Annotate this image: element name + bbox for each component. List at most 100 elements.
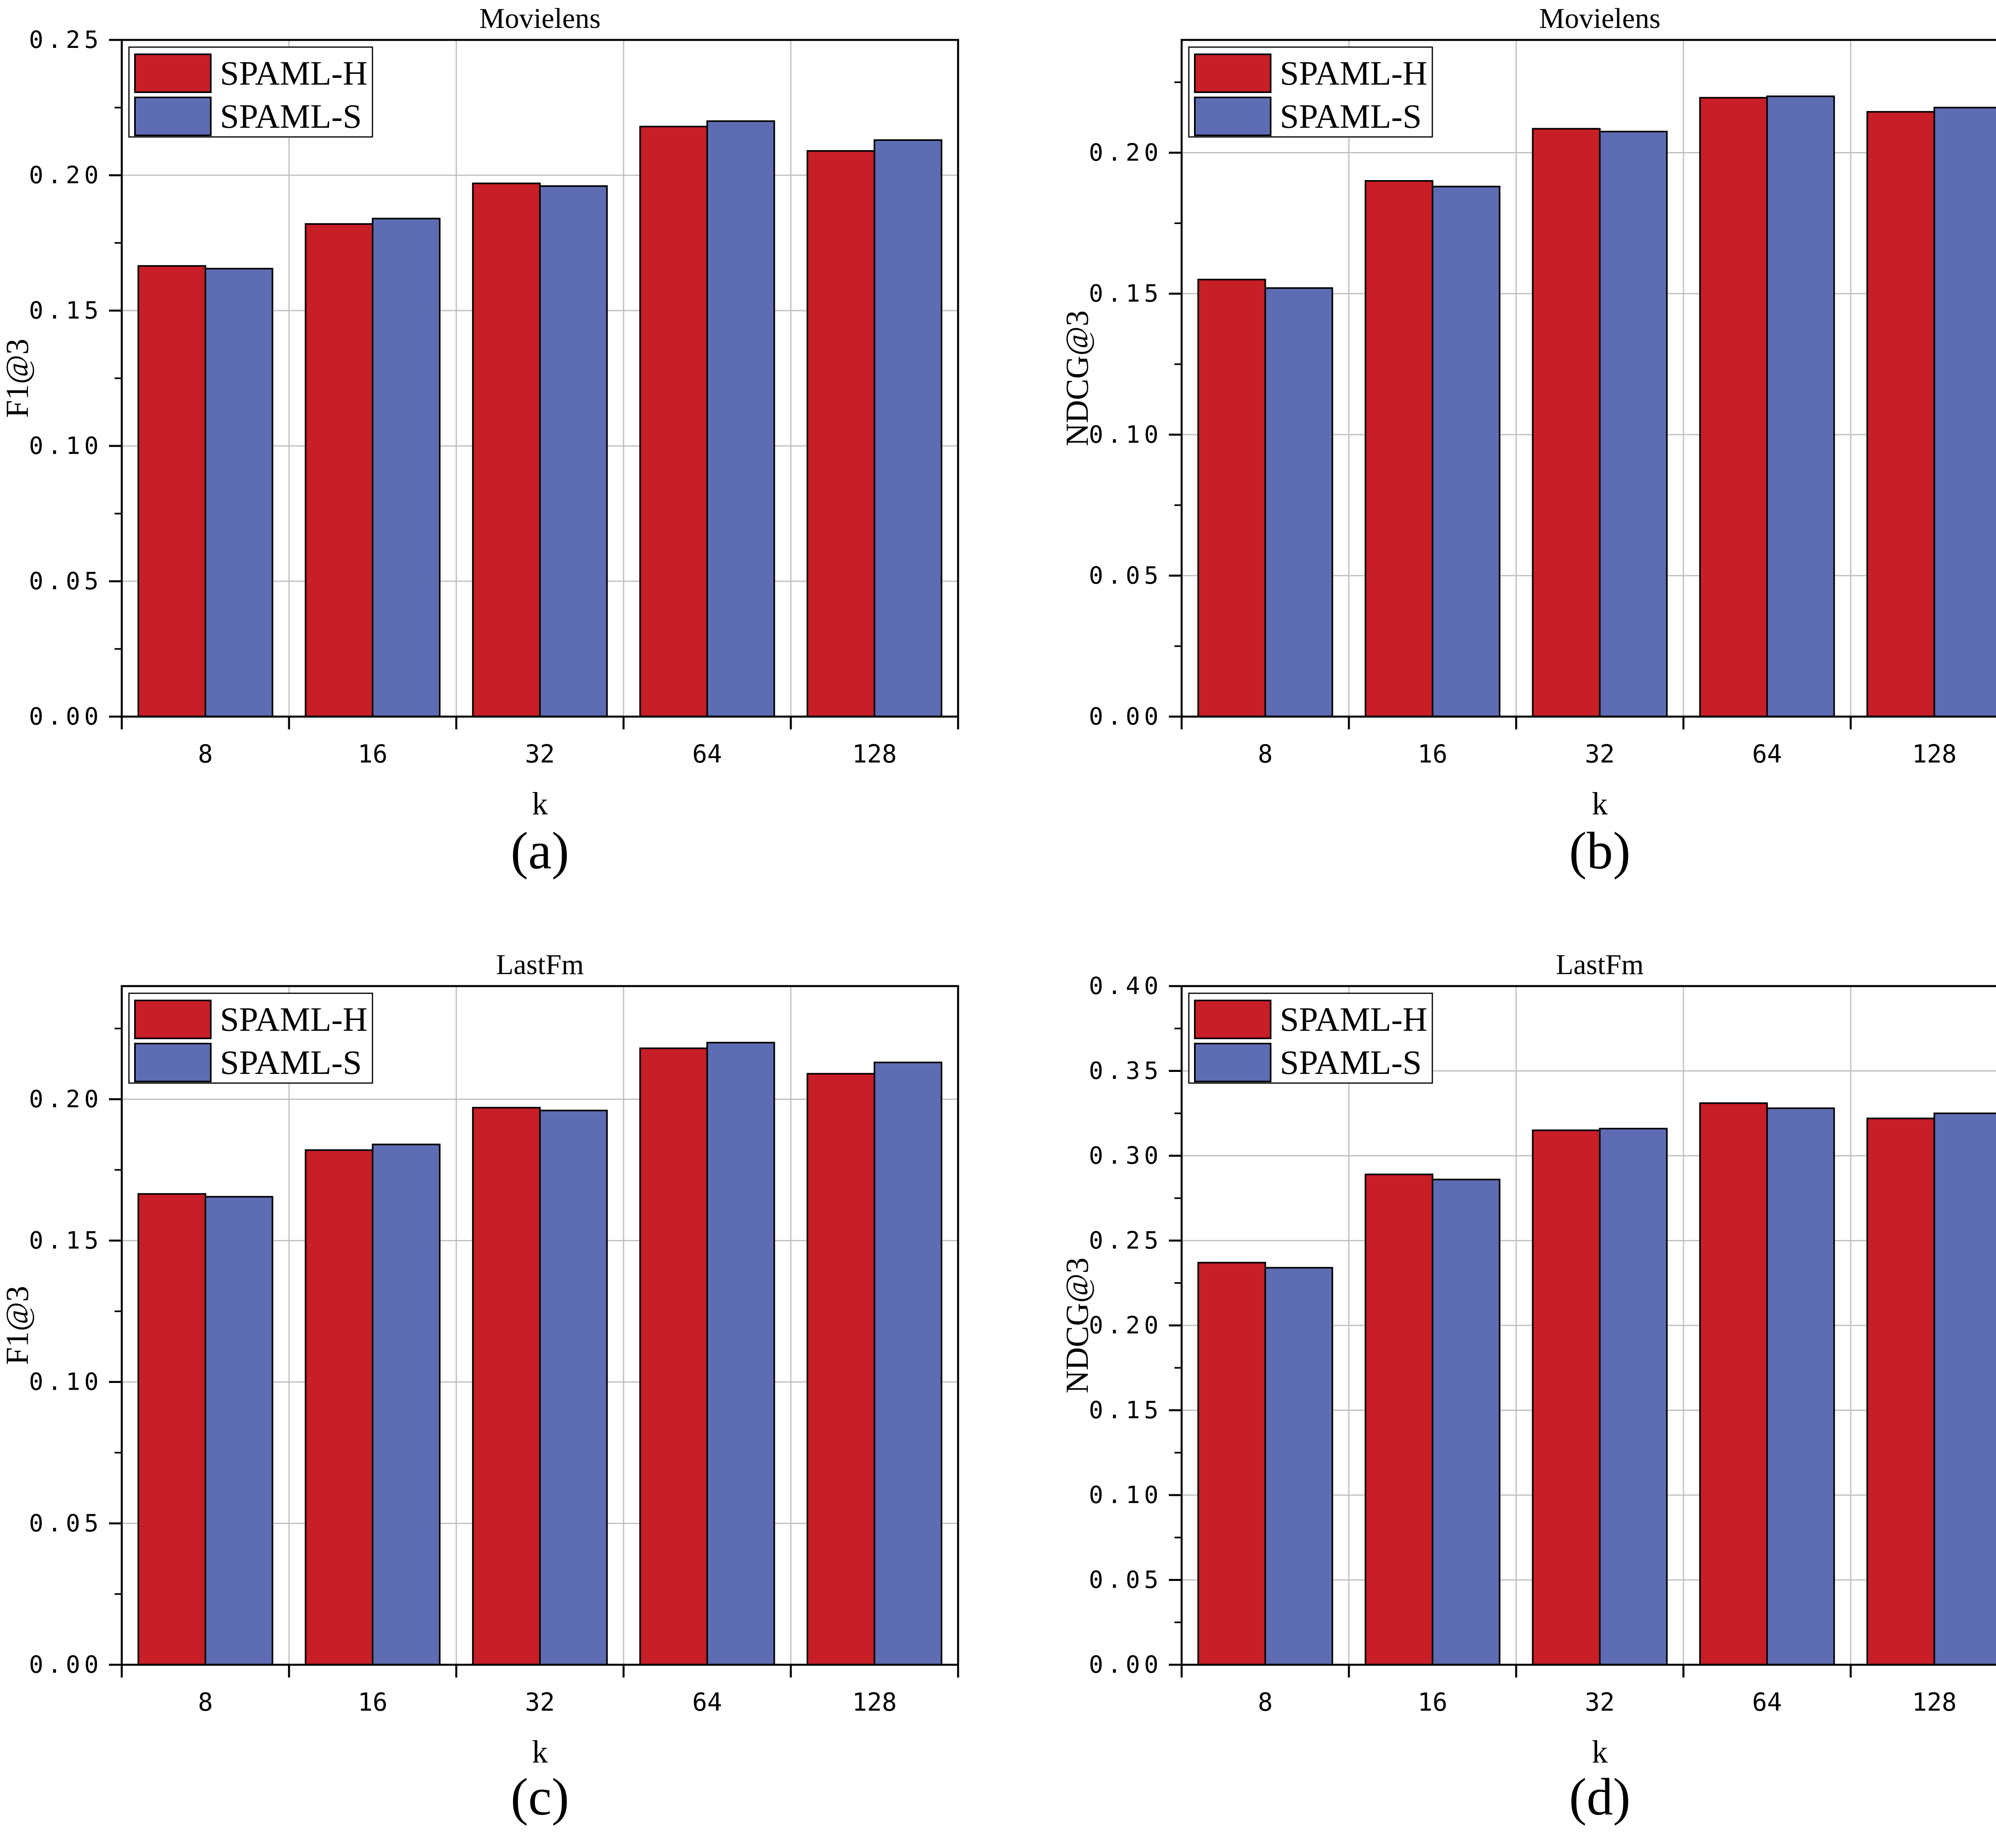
bar-spaml-s-k32	[1599, 131, 1668, 717]
chart-title: Movielens	[479, 2, 601, 34]
chart-panel-2: 0.00 0.05 0.10 0.15 0.20 8 16 32 64 128 Movielens k…	[1060, 2, 1996, 880]
x-tick-label: 128	[852, 1688, 897, 1717]
y-tick-label: 0.40	[1089, 972, 1163, 1000]
x-tick-label: 32	[525, 739, 555, 769]
x-tick-label: 8	[1258, 1688, 1273, 1717]
legend: SPAML-H SPAML-S	[1188, 46, 1433, 138]
bar-spaml-s-k32	[1599, 1128, 1668, 1666]
legend-label-spaml-h: SPAML-H	[220, 54, 368, 92]
y-tick-label: 0.20	[1089, 139, 1163, 167]
plot-frame	[1180, 985, 1996, 1666]
y-axis-title: F1@3	[0, 1286, 35, 1365]
bar-spaml-h-k128	[806, 150, 875, 718]
bar-spaml-h-k16	[1364, 180, 1434, 717]
bar-spaml-h-k64	[639, 1047, 708, 1666]
panel-caption: (d)	[1569, 1767, 1631, 1826]
y-axis-title: NDCG@3	[1060, 1258, 1095, 1393]
x-tick-label: 128	[1912, 1688, 1957, 1717]
bar-spaml-s-k8	[204, 267, 273, 717]
bar-spaml-h-k8	[137, 1193, 206, 1666]
chart-panel-4: 0.00 0.05 0.10 0.15 0.20 0.25 0.30 0.35 0.40 8 16 3…	[1060, 949, 1996, 1826]
bar-spaml-s-k8	[1264, 1267, 1333, 1666]
legend-swatch-spaml-h	[1194, 53, 1271, 93]
x-tick-label: 128	[1912, 739, 1957, 769]
y-tick-label: 0.05	[1089, 562, 1163, 590]
legend-label-spaml-s: SPAML-S	[220, 97, 362, 135]
bar-spaml-s-k8	[1264, 287, 1333, 717]
y-tick-label: 0.15	[1089, 280, 1163, 308]
plot-frame	[121, 985, 959, 1666]
bar-spaml-h-k64	[1699, 97, 1768, 717]
bar-spaml-s-k32	[539, 185, 608, 717]
legend-label-spaml-h: SPAML-H	[220, 1000, 368, 1038]
bar-spaml-s-k128	[1933, 107, 1996, 717]
y-tick-label: 0.25	[29, 26, 103, 54]
y-tick-label: 0.15	[29, 297, 103, 325]
x-tick-label: 64	[692, 1688, 722, 1717]
y-tick-label: 0.10	[29, 1368, 103, 1396]
bar-spaml-s-k128	[1933, 1112, 1996, 1666]
y-tick-label: 0.20	[29, 1085, 103, 1113]
y-tick-label: 0.05	[1089, 1566, 1163, 1594]
legend: SPAML-H SPAML-S	[128, 46, 373, 138]
x-axis-title: k	[532, 1735, 548, 1770]
x-tick-label: 64	[1752, 739, 1782, 769]
y-tick-label: 0.10	[1089, 421, 1163, 449]
bar-spaml-h-k64	[1699, 1102, 1768, 1666]
legend-label-spaml-h: SPAML-H	[1280, 1000, 1428, 1038]
bar-spaml-h-k32	[472, 182, 541, 718]
chart-title: LastFm	[1556, 949, 1644, 980]
y-tick-label: 0.30	[1089, 1142, 1163, 1170]
bar-spaml-s-k16	[1432, 1179, 1501, 1666]
legend: SPAML-H SPAML-S	[1188, 992, 1433, 1084]
y-tick-label: 0.00	[1089, 703, 1163, 731]
bar-spaml-h-k128	[1866, 1117, 1935, 1666]
bar-spaml-s-k64	[706, 120, 775, 717]
legend-swatch-spaml-h	[134, 1000, 212, 1039]
legend-swatch-spaml-s	[1194, 1043, 1271, 1082]
x-tick-label: 32	[525, 1688, 555, 1717]
y-tick-label: 0.05	[29, 567, 103, 595]
panel-caption: (a)	[511, 821, 569, 880]
y-tick-label: 0.00	[29, 1651, 103, 1679]
x-tick-label: 64	[692, 739, 722, 769]
x-axis-title: k	[1592, 1735, 1608, 1770]
bar-spaml-h-k16	[305, 1149, 374, 1666]
y-tick-label: 0.35	[1089, 1057, 1163, 1085]
y-axis-title: NDCG@3	[1060, 310, 1095, 446]
bar-spaml-h-k8	[1197, 279, 1266, 717]
y-tick-label: 0.10	[1089, 1481, 1163, 1509]
y-tick-label: 0.15	[29, 1227, 103, 1255]
legend-label-spaml-s: SPAML-S	[1280, 1043, 1422, 1081]
bar-spaml-s-k64	[706, 1042, 775, 1666]
chart-title: Movielens	[1539, 2, 1661, 34]
bar-spaml-h-k8	[1197, 1262, 1266, 1666]
legend-swatch-spaml-h	[134, 53, 212, 93]
x-tick-label: 16	[358, 739, 388, 769]
x-tick-label: 8	[198, 739, 213, 769]
y-tick-label: 0.15	[1089, 1396, 1163, 1424]
x-tick-label: 16	[1418, 1688, 1447, 1717]
y-tick-label: 0.10	[29, 432, 103, 460]
legend-label-spaml-h: SPAML-H	[1280, 54, 1428, 92]
x-axis-title: k	[1592, 786, 1608, 822]
x-tick-label: 32	[1585, 1688, 1615, 1717]
bar-spaml-s-k128	[873, 1062, 943, 1666]
panel-caption: (b)	[1569, 821, 1631, 880]
y-tick-label: 0.25	[1089, 1227, 1163, 1255]
y-axis-title: F1@3	[0, 339, 35, 418]
bar-spaml-h-k32	[1532, 1129, 1601, 1666]
y-tick-label: 0.20	[29, 161, 103, 189]
legend-swatch-spaml-s	[134, 1043, 212, 1082]
bar-spaml-s-k64	[1766, 95, 1835, 717]
legend-swatch-spaml-s	[1194, 97, 1271, 136]
x-tick-label: 64	[1752, 1688, 1782, 1717]
legend: SPAML-H SPAML-S	[128, 992, 373, 1084]
bar-spaml-h-k8	[137, 265, 206, 717]
x-tick-label: 128	[852, 739, 897, 769]
panel-caption: (c)	[511, 1767, 569, 1826]
x-tick-label: 32	[1585, 739, 1615, 769]
bar-spaml-s-k16	[372, 218, 441, 717]
x-tick-label: 8	[1258, 739, 1273, 769]
